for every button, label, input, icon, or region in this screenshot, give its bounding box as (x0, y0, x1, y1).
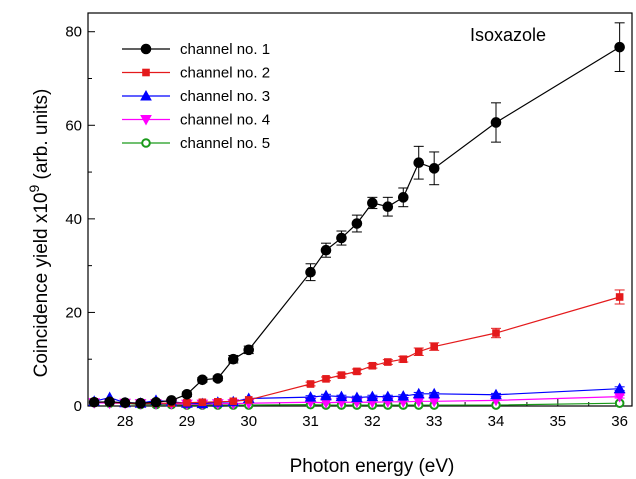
data-point (198, 398, 207, 407)
y-axis-label-unit: (arb. units) (31, 89, 52, 185)
data-point (214, 397, 222, 406)
data-point (88, 396, 100, 408)
data-point (104, 396, 115, 408)
plot-area: 28 29 30 31 32 33 34 35 36 0 20 40 60 80 (65, 12, 633, 430)
y-axis-label-main: Coincidence yield x10 (31, 193, 52, 378)
data-point (613, 382, 626, 394)
data-point (150, 396, 162, 408)
y-axis-label: Coincidence yield x109 (arb. units) (26, 89, 52, 378)
legend-label: channel no. 5 (180, 135, 270, 152)
data-point (197, 374, 208, 386)
x-tick-label: 29 (179, 413, 196, 430)
data-point (305, 266, 316, 278)
legend-marker (142, 68, 150, 77)
data-point (384, 358, 392, 366)
data-point (397, 390, 410, 401)
data-point (244, 396, 253, 404)
data-point (320, 389, 332, 401)
series-line (94, 46, 620, 404)
data-point (322, 375, 330, 383)
data-point (229, 397, 238, 406)
legend-entry: channel no. 5 (122, 135, 270, 152)
legend-entry: channel no. 2 (122, 65, 270, 82)
data-point (119, 397, 131, 409)
data-point (414, 347, 423, 356)
data-point (382, 201, 394, 212)
data-point (368, 361, 377, 370)
legend-entry: channel no. 1 (122, 41, 270, 58)
data-point (381, 390, 394, 402)
data-point (428, 387, 441, 399)
x-tick-label: 36 (611, 413, 628, 430)
legend-marker (140, 89, 152, 101)
legend-entry: channel no. 3 (122, 88, 270, 105)
data-point (227, 353, 239, 365)
data-point (212, 373, 224, 384)
data-point (351, 391, 363, 403)
legend-marker (140, 115, 152, 126)
data-point (490, 388, 502, 400)
series-line (94, 296, 620, 405)
x-axis-label: Photon energy (eV) (290, 456, 455, 477)
data-point (166, 395, 177, 406)
y-tick-label: 40 (65, 211, 82, 228)
data-point (413, 157, 425, 169)
chart-annotation: Isoxazole (470, 25, 546, 45)
x-tick-label: 31 (302, 413, 319, 430)
legend-label: channel no. 4 (180, 112, 270, 129)
series-2 (90, 289, 625, 408)
x-tick-label: 35 (549, 413, 566, 430)
data-point (183, 398, 191, 407)
data-point (614, 41, 625, 53)
data-point (399, 355, 408, 364)
data-point (430, 342, 438, 351)
legend-entry: channel no. 4 (122, 112, 270, 129)
data-point (353, 367, 361, 376)
data-point (304, 391, 317, 402)
legend-marker (140, 43, 152, 55)
legend-label: channel no. 3 (180, 88, 270, 105)
data-point (397, 192, 409, 203)
legend: channel no. 1 channel no. 2 channel no. 3 c… (122, 41, 270, 152)
data-point (428, 163, 440, 174)
data-point (135, 397, 146, 409)
series-line (94, 388, 620, 405)
data-point (337, 371, 346, 379)
svg-text:Coincidence yield x109 (arb. u: Coincidence yield x109 (arb. units) (26, 89, 52, 378)
data-point (243, 344, 255, 356)
series-line (94, 401, 620, 406)
data-point (181, 389, 193, 400)
data-point (615, 293, 624, 301)
y-tick-label: 20 (65, 304, 82, 321)
y-axis-label-superscript: 9 (26, 185, 42, 193)
series-1 (88, 22, 625, 409)
data-point (320, 244, 332, 256)
data-point (490, 117, 502, 128)
y-tick-label: 0 (74, 398, 82, 415)
x-tick-label: 32 (364, 413, 381, 430)
y-tick-label: 60 (65, 117, 82, 134)
data-point (306, 380, 315, 388)
x-tick-label: 28 (117, 413, 134, 430)
data-point (351, 218, 363, 229)
x-tick-label: 33 (426, 413, 443, 430)
legend-label: channel no. 1 (180, 41, 270, 58)
x-tick-label: 34 (488, 413, 505, 430)
legend-marker (141, 138, 151, 148)
data-point (335, 390, 348, 402)
data-point (412, 387, 425, 399)
legend-label: channel no. 2 (180, 65, 270, 82)
data-point (367, 197, 378, 209)
x-tick-label: 30 (240, 413, 257, 430)
data-point (492, 329, 500, 337)
data-point (366, 390, 379, 402)
data-point (336, 232, 347, 244)
y-tick-label: 80 (65, 24, 82, 41)
